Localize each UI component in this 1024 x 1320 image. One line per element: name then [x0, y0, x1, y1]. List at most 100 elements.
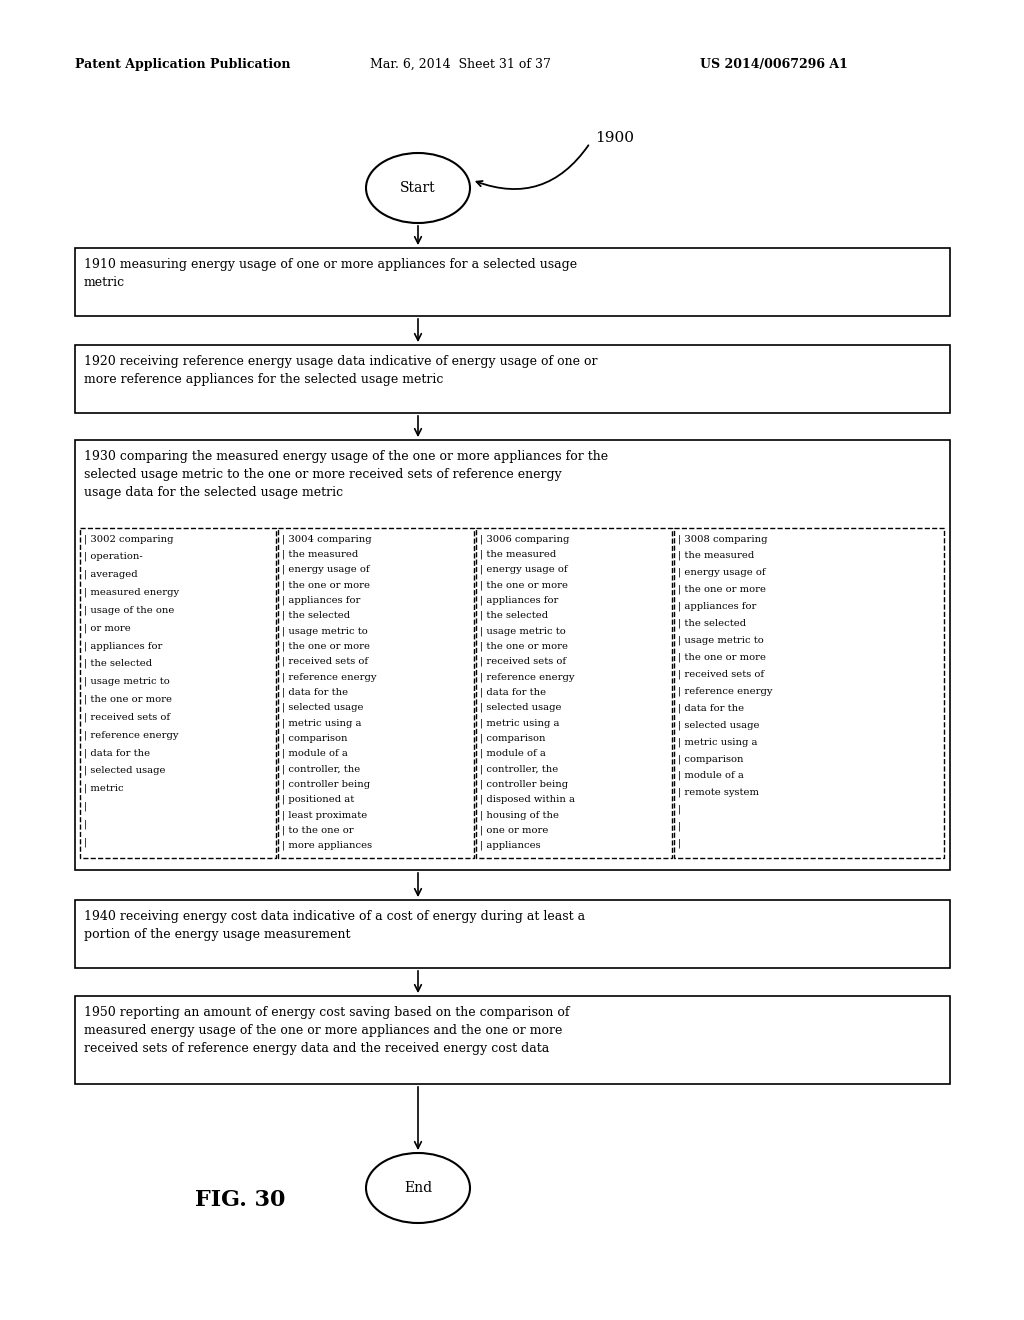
Text: | usage metric to: | usage metric to — [678, 635, 764, 645]
Text: | the one or more: | the one or more — [678, 585, 766, 594]
Text: | data for the: | data for the — [84, 748, 151, 758]
Bar — [674, 528, 944, 858]
Text: 1950 reporting an amount of energy cost saving based on the comparison of
measur: 1950 reporting an amount of energy cost … — [84, 1006, 569, 1055]
Text: | reference energy: | reference energy — [282, 672, 377, 681]
Text: | the measured: | the measured — [282, 549, 358, 558]
Text: | reference energy: | reference energy — [84, 730, 178, 739]
Text: | reference energy: | reference energy — [678, 686, 772, 696]
Text: | one or more: | one or more — [480, 825, 549, 836]
Text: | 3008 comparing: | 3008 comparing — [678, 535, 768, 544]
Text: | energy usage of: | energy usage of — [678, 568, 766, 577]
Text: | the selected: | the selected — [480, 611, 548, 620]
Text: |: | — [678, 821, 681, 832]
Bar — [80, 528, 276, 858]
Text: | usage metric to: | usage metric to — [282, 626, 368, 636]
Text: | the one or more: | the one or more — [282, 642, 370, 651]
Text: | to the one or: | to the one or — [282, 825, 353, 836]
Text: | appliances for: | appliances for — [678, 602, 757, 611]
Text: | the one or more: | the one or more — [678, 652, 766, 661]
Text: | controller being: | controller being — [282, 780, 370, 789]
Text: | appliances for: | appliances for — [282, 595, 360, 605]
Text: | reference energy: | reference energy — [480, 672, 574, 681]
Text: | housing of the: | housing of the — [480, 810, 559, 820]
Bar — [476, 528, 672, 858]
Text: | usage of the one: | usage of the one — [84, 606, 174, 615]
Bar — [75, 900, 950, 968]
Text: | data for the: | data for the — [282, 688, 348, 697]
Text: | module of a: | module of a — [678, 771, 743, 780]
Text: | controller being: | controller being — [480, 780, 568, 789]
Text: | data for the: | data for the — [480, 688, 546, 697]
Text: | selected usage: | selected usage — [678, 721, 760, 730]
Bar — [75, 248, 950, 315]
Text: | module of a: | module of a — [282, 748, 348, 759]
Text: |: | — [84, 820, 87, 829]
Text: | the selected: | the selected — [678, 619, 746, 628]
Text: US 2014/0067296 A1: US 2014/0067296 A1 — [700, 58, 848, 71]
Text: | appliances for: | appliances for — [84, 642, 163, 651]
Text: | metric using a: | metric using a — [282, 718, 361, 727]
Text: | energy usage of: | energy usage of — [480, 565, 567, 574]
Text: | the one or more: | the one or more — [480, 579, 568, 590]
Text: | usage metric to: | usage metric to — [480, 626, 565, 636]
Text: Mar. 6, 2014  Sheet 31 of 37: Mar. 6, 2014 Sheet 31 of 37 — [370, 58, 551, 71]
Text: | the measured: | the measured — [678, 550, 755, 561]
Bar — [278, 528, 474, 858]
Text: | module of a: | module of a — [480, 748, 546, 759]
Text: | 3004 comparing: | 3004 comparing — [282, 535, 372, 544]
Text: | controller, the: | controller, the — [282, 764, 360, 774]
Text: | appliances: | appliances — [480, 841, 541, 850]
Text: | operation-: | operation- — [84, 552, 142, 561]
Text: | selected usage: | selected usage — [84, 766, 166, 775]
Text: |: | — [678, 838, 681, 849]
Text: | metric using a: | metric using a — [678, 737, 758, 747]
Text: | the measured: | the measured — [480, 549, 556, 558]
Text: |: | — [678, 805, 681, 814]
Text: | selected usage: | selected usage — [282, 702, 364, 713]
Text: | received sets of: | received sets of — [480, 657, 566, 667]
Text: | comparison: | comparison — [282, 734, 347, 743]
Text: Start: Start — [400, 181, 436, 195]
Text: 1910 measuring energy usage of one or more appliances for a selected usage
metri: 1910 measuring energy usage of one or mo… — [84, 257, 578, 289]
Text: | appliances for: | appliances for — [480, 595, 558, 605]
Text: | received sets of: | received sets of — [282, 657, 368, 667]
Text: 1940 receiving energy cost data indicative of a cost of energy during at least a: 1940 receiving energy cost data indicati… — [84, 909, 585, 941]
Text: | disposed within a: | disposed within a — [480, 795, 575, 804]
Text: 1900: 1900 — [595, 131, 634, 145]
Text: |: | — [84, 801, 87, 810]
Text: | the one or more: | the one or more — [84, 694, 172, 704]
Text: 1930 comparing the measured energy usage of the one or more appliances for the
s: 1930 comparing the measured energy usage… — [84, 450, 608, 499]
Text: | remote system: | remote system — [678, 788, 759, 797]
Bar — [75, 345, 950, 413]
Text: |: | — [84, 837, 87, 846]
Text: | positioned at: | positioned at — [282, 795, 354, 804]
Text: | the selected: | the selected — [84, 659, 153, 668]
Text: | selected usage: | selected usage — [480, 702, 561, 713]
Text: | the one or more: | the one or more — [480, 642, 568, 651]
Text: | received sets of: | received sets of — [678, 669, 764, 678]
Text: | comparison: | comparison — [480, 734, 546, 743]
Text: End: End — [403, 1181, 432, 1195]
Text: | usage metric to: | usage metric to — [84, 677, 170, 686]
Text: | metric using a: | metric using a — [480, 718, 559, 727]
Text: | controller, the: | controller, the — [480, 764, 558, 774]
Bar — [75, 997, 950, 1084]
Text: | metric: | metric — [84, 784, 124, 793]
Bar — [75, 440, 950, 870]
Text: | the selected: | the selected — [282, 611, 350, 620]
Text: Patent Application Publication: Patent Application Publication — [75, 58, 291, 71]
Text: | energy usage of: | energy usage of — [282, 565, 370, 574]
Text: | 3006 comparing: | 3006 comparing — [480, 535, 569, 544]
Text: | comparison: | comparison — [678, 754, 743, 763]
Text: | measured energy: | measured energy — [84, 587, 179, 597]
Text: | 3002 comparing: | 3002 comparing — [84, 535, 173, 544]
Text: 1920 receiving reference energy usage data indicative of energy usage of one or
: 1920 receiving reference energy usage da… — [84, 355, 597, 385]
Text: FIG. 30: FIG. 30 — [195, 1189, 286, 1210]
Text: | least proximate: | least proximate — [282, 810, 368, 820]
Text: | the one or more: | the one or more — [282, 579, 370, 590]
Text: | more appliances: | more appliances — [282, 841, 372, 850]
Text: | averaged: | averaged — [84, 570, 137, 579]
Text: | or more: | or more — [84, 623, 131, 632]
Text: | data for the: | data for the — [678, 704, 744, 713]
Text: | received sets of: | received sets of — [84, 713, 170, 722]
